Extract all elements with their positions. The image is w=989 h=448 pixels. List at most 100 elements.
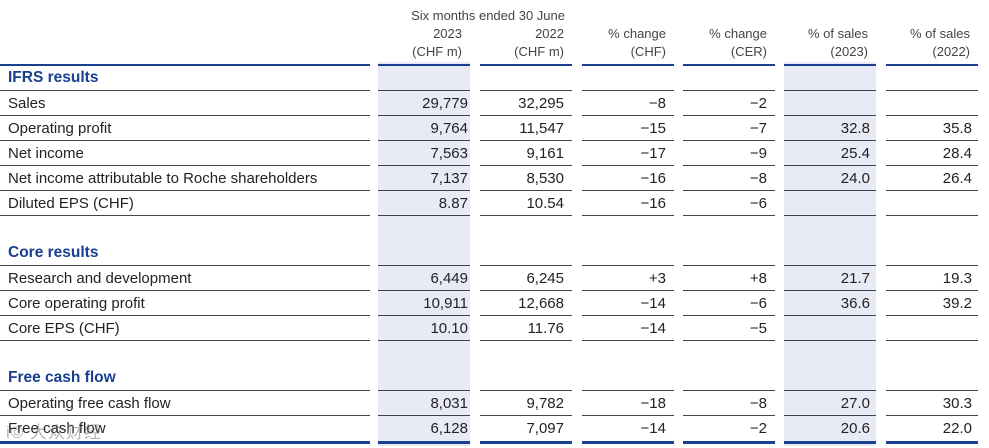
header-rule-2023 xyxy=(378,64,470,66)
cell-change-chf: −16 xyxy=(640,195,666,212)
row-separator xyxy=(378,415,470,416)
row-separator xyxy=(582,415,674,416)
cell-change-cer: −9 xyxy=(749,145,767,162)
table-row: Free cash flow 6,128 7,097 −14 −2 20.6 2… xyxy=(0,416,989,441)
table-row: Operating free cash flow 8,031 9,782 −18… xyxy=(0,391,989,416)
row-separator xyxy=(480,90,572,91)
cell-change-cer: +8 xyxy=(749,270,767,287)
row-separator xyxy=(886,290,978,291)
row-separator xyxy=(378,165,470,166)
row-separator xyxy=(784,140,876,141)
row-label: Free cash flow xyxy=(8,420,106,437)
table-row: Sales 29,779 32,295 −8 −2 xyxy=(0,91,989,116)
col-header-ps2022: % of sales (2022) xyxy=(910,26,970,59)
row-separator xyxy=(0,165,370,166)
row-separator xyxy=(582,315,674,316)
row-separator xyxy=(683,340,775,341)
row-separator xyxy=(0,115,370,116)
cell-2022: 10.54 xyxy=(526,195,564,212)
row-separator xyxy=(480,290,572,291)
cell-ps2022: 35.8 xyxy=(942,120,972,137)
cell-2022: 9,782 xyxy=(526,395,564,412)
row-separator xyxy=(886,340,978,341)
row-separator xyxy=(378,115,470,116)
row-separator xyxy=(378,265,470,266)
row-separator xyxy=(683,315,775,316)
row-label: Net income attributable to Roche shareho… xyxy=(8,170,318,187)
row-label: Operating free cash flow xyxy=(8,395,171,412)
cell-2023: 7,563 xyxy=(430,145,468,162)
cell-change-cer: −8 xyxy=(749,395,767,412)
row-label: Operating profit xyxy=(8,120,112,137)
bottom-rule-chf xyxy=(582,441,674,444)
row-separator xyxy=(378,290,470,291)
cell-2023: 6,128 xyxy=(430,420,468,437)
row-separator xyxy=(378,215,470,216)
cell-change-cer: −2 xyxy=(749,95,767,112)
cell-2023: 29,779 xyxy=(422,95,468,112)
row-label: Sales xyxy=(8,95,46,112)
shade-2023-column xyxy=(378,62,470,446)
cell-ps2023: 24.0 xyxy=(840,170,870,187)
table-row: Core EPS (CHF) 10.10 11.76 −14 −5 xyxy=(0,316,989,341)
cell-ps2023: 21.7 xyxy=(840,270,870,287)
row-separator xyxy=(378,190,470,191)
row-separator xyxy=(582,340,674,341)
cell-change-cer: −6 xyxy=(749,195,767,212)
row-separator xyxy=(480,165,572,166)
row-separator xyxy=(886,190,978,191)
row-separator xyxy=(480,415,572,416)
row-separator xyxy=(0,215,370,216)
row-separator xyxy=(886,215,978,216)
row-separator xyxy=(582,140,674,141)
row-separator xyxy=(886,315,978,316)
table-row: Research and development 6,449 6,245 +3 … xyxy=(0,266,989,291)
row-separator xyxy=(784,390,876,391)
cell-2022: 11,547 xyxy=(519,120,564,137)
row-separator xyxy=(784,340,876,341)
period-header: Six months ended 30 June xyxy=(411,8,565,23)
cell-2023: 10.10 xyxy=(430,320,468,337)
row-separator xyxy=(683,90,775,91)
row-separator xyxy=(784,115,876,116)
row-separator xyxy=(784,165,876,166)
cell-change-chf: −18 xyxy=(640,395,666,412)
row-separator xyxy=(683,415,775,416)
header-rule-cer xyxy=(683,64,775,66)
table-row: Net income 7,563 9,161 −17 −9 25.4 28.4 xyxy=(0,141,989,166)
row-label: Research and development xyxy=(8,270,192,287)
row-separator xyxy=(683,215,775,216)
col-header-2023: 2023 (CHF m) xyxy=(412,26,462,59)
row-separator xyxy=(683,265,775,266)
cell-2023: 7,137 xyxy=(430,170,468,187)
cell-2022: 8,530 xyxy=(526,170,564,187)
row-separator xyxy=(480,265,572,266)
cell-change-chf: −14 xyxy=(640,420,666,437)
cell-2023: 8.87 xyxy=(438,195,468,212)
cell-change-chf: −14 xyxy=(640,320,666,337)
row-separator xyxy=(582,390,674,391)
row-separator xyxy=(582,115,674,116)
bottom-rule-label xyxy=(0,441,370,444)
row-separator xyxy=(886,165,978,166)
row-separator xyxy=(886,390,978,391)
row-label: Core operating profit xyxy=(8,295,145,312)
table-row: Net income attributable to Roche shareho… xyxy=(0,166,989,191)
header-rule-ps2023 xyxy=(784,64,876,66)
header-rule-ps2022 xyxy=(886,64,978,66)
row-separator xyxy=(480,390,572,391)
cell-ps2022: 22.0 xyxy=(942,420,972,437)
cell-change-cer: −5 xyxy=(749,320,767,337)
row-separator xyxy=(0,390,370,391)
row-separator xyxy=(378,140,470,141)
header-rule-chf xyxy=(582,64,674,66)
cell-ps2022: 19.3 xyxy=(942,270,972,287)
row-separator xyxy=(480,340,572,341)
col-header-2022: 2022 (CHF m) xyxy=(514,26,564,59)
row-separator xyxy=(480,115,572,116)
cell-change-chf: −8 xyxy=(648,95,666,112)
shade-ps2023-column xyxy=(784,62,876,446)
cell-change-chf: −15 xyxy=(640,120,666,137)
row-separator xyxy=(480,140,572,141)
